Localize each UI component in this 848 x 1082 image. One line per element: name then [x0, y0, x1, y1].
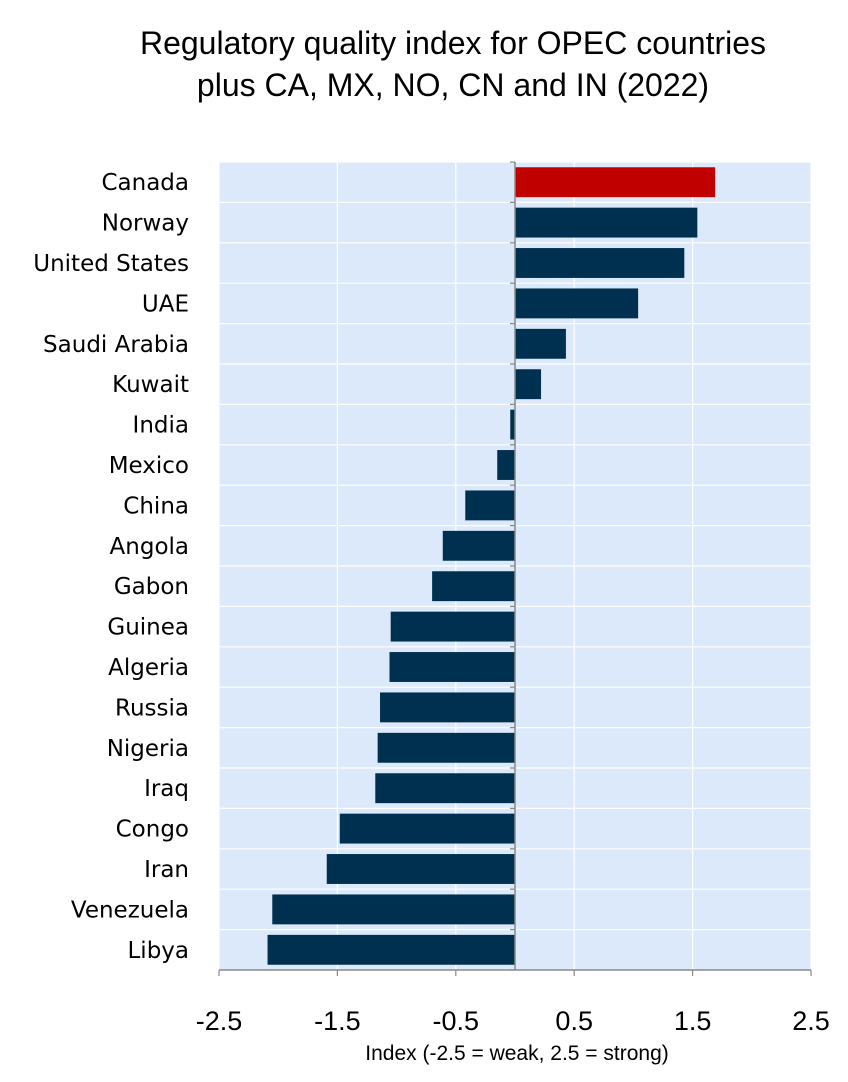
category-label-china: China	[123, 493, 189, 519]
bar-nigeria	[377, 732, 515, 763]
bar-iraq	[375, 773, 515, 804]
category-label-saudi-arabia: Saudi Arabia	[43, 332, 189, 358]
bar-kuwait	[515, 369, 542, 400]
category-label-libya: Libya	[127, 938, 189, 964]
x-tick-label-1: -1.5	[314, 1006, 361, 1036]
axes	[218, 161, 812, 976]
category-label-nigeria: Nigeria	[107, 736, 189, 762]
bar-china	[465, 490, 515, 521]
bar-algeria	[389, 652, 515, 682]
category-label-venezuela: Venezuela	[71, 897, 189, 923]
bar-saudi-arabia	[515, 328, 566, 359]
category-label-canada: Canada	[101, 170, 189, 196]
category-label-gabon: Gabon	[114, 574, 189, 600]
chart-title-line-1: Regulatory quality index for OPEC countr…	[139, 25, 767, 61]
x-axis-title: Index (-2.5 = weak, 2.5 = strong)	[365, 1042, 669, 1065]
bar-guinea	[390, 611, 515, 642]
bar-congo	[339, 813, 515, 844]
bar-libya	[267, 934, 515, 965]
bar-mexico	[497, 450, 515, 480]
category-label-india: India	[133, 413, 189, 439]
bar-gabon	[432, 571, 515, 602]
category-label-iran: Iran	[144, 857, 189, 883]
bars	[267, 167, 716, 965]
bar-norway	[515, 207, 698, 238]
category-label-united-states: United States	[33, 251, 189, 277]
category-label-algeria: Algeria	[108, 655, 189, 681]
bar-russia	[380, 692, 515, 723]
x-tick-label-5: 2.5	[792, 1006, 830, 1036]
x-tick-label-4: 1.5	[674, 1006, 712, 1036]
x-tick-label-2: -0.5	[433, 1006, 480, 1036]
bar-india	[510, 409, 515, 440]
chart-title: Regulatory quality index for OPEC countr…	[0, 22, 848, 106]
x-tick-labels: -2.5 -1.5 -0.5 0.5 1.5 2.5	[196, 1006, 830, 1036]
category-label-russia: Russia	[115, 695, 189, 721]
category-label-mexico: Mexico	[109, 453, 189, 479]
bar-venezuela	[272, 894, 515, 925]
bar-canada	[515, 167, 716, 198]
bar-iran	[326, 854, 515, 884]
category-label-guinea: Guinea	[107, 615, 189, 641]
bar-united-states	[515, 248, 685, 278]
x-tick-label-0: -2.5	[196, 1006, 243, 1036]
category-label-kuwait: Kuwait	[112, 372, 189, 398]
x-tick-label-3: 0.5	[555, 1006, 593, 1036]
bar-angola	[442, 530, 515, 561]
category-labels: Canada Norway United States UAE Saudi Arabia…	[33, 170, 189, 964]
category-label-iraq: Iraq	[144, 776, 189, 802]
chart-title-line-2: plus CA, MX, NO, CN and IN (2022)	[196, 67, 710, 103]
category-label-congo: Congo	[116, 817, 189, 843]
category-label-angola: Angola	[110, 534, 189, 560]
category-label-norway: Norway	[102, 211, 189, 237]
category-label-uae: UAE	[142, 291, 189, 317]
bar-uae	[515, 288, 639, 319]
